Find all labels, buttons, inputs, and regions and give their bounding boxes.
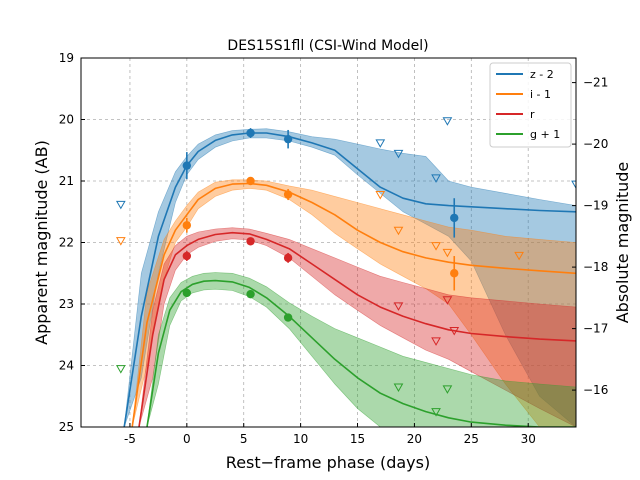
y2-axis-title: Absolute magnitude bbox=[613, 162, 632, 324]
upper-limit-z bbox=[115, 200, 126, 210]
legend-label-g: g + 1 bbox=[530, 128, 560, 141]
detection-g bbox=[283, 313, 293, 322]
upper-limit-z bbox=[393, 149, 404, 159]
detection-g bbox=[246, 289, 255, 299]
x-tick-label: 25 bbox=[464, 432, 479, 446]
y2-tick-label: −17 bbox=[583, 322, 608, 336]
y-axis-ticks: 19 20 21 22 23 24 25 bbox=[59, 51, 85, 434]
detection-g bbox=[182, 288, 192, 298]
upper-limit-z bbox=[431, 174, 441, 183]
model-uncertainty-bands bbox=[123, 128, 576, 427]
x-tick-label: 20 bbox=[407, 432, 422, 446]
legend-label-r: r bbox=[530, 108, 535, 121]
upper-limit-z bbox=[571, 180, 576, 190]
upper-limit-i bbox=[115, 237, 126, 246]
upper-limit-g bbox=[115, 365, 126, 374]
detection-z bbox=[450, 213, 459, 223]
y-tick-label: 21 bbox=[59, 174, 74, 188]
x-tick-label: 5 bbox=[240, 432, 248, 446]
band-z bbox=[123, 128, 576, 427]
upper-limit-z bbox=[375, 139, 386, 148]
upper-limit-r bbox=[431, 337, 441, 346]
x-tick-label: 15 bbox=[350, 432, 365, 446]
upper-limit-i bbox=[514, 251, 524, 261]
y-tick-label: 24 bbox=[59, 359, 74, 373]
x-tick-label: 0 bbox=[183, 432, 191, 446]
model-line-r bbox=[138, 231, 576, 427]
legend-label-i: i - 1 bbox=[530, 88, 551, 101]
upper-limit-g bbox=[442, 385, 453, 394]
detection-i bbox=[283, 190, 293, 199]
x-axis-ticks: -5 0 5 10 15 20 25 30 bbox=[124, 423, 536, 446]
upper-limit-i bbox=[393, 226, 404, 236]
detection-i bbox=[182, 221, 192, 230]
model-line-i bbox=[131, 182, 576, 427]
y2-tick-label: −16 bbox=[583, 383, 608, 397]
upper-limit-i bbox=[375, 191, 386, 200]
detection-i bbox=[450, 269, 459, 278]
upper-limit-i bbox=[431, 242, 441, 251]
upper-limit-r bbox=[449, 326, 460, 336]
upper-limit-r bbox=[442, 296, 453, 305]
band-r bbox=[138, 227, 576, 427]
upper-limit-z bbox=[442, 117, 453, 126]
upper-limit-g bbox=[393, 383, 404, 393]
legend-label-z: z - 2 bbox=[530, 68, 554, 81]
y-tick-label: 23 bbox=[59, 297, 74, 311]
y-tick-label: 20 bbox=[59, 113, 74, 127]
y2-axis-ticks: −16 −17 −18 −19 −20 −21 bbox=[572, 76, 608, 397]
y2-tick-label: −21 bbox=[583, 76, 608, 90]
model-line-z bbox=[123, 132, 576, 427]
chart-title: DES15S1fll (CSI-Wind Model) bbox=[227, 38, 428, 54]
y2-tick-label: −18 bbox=[583, 260, 608, 274]
x-tick-label: 30 bbox=[521, 432, 536, 446]
y-axis-title: Apparent magnitude (AB) bbox=[32, 140, 51, 345]
detection-r bbox=[182, 251, 192, 261]
detection-r bbox=[246, 237, 255, 246]
detection-z bbox=[283, 134, 293, 144]
detection-i bbox=[246, 176, 255, 186]
y-tick-label: 25 bbox=[59, 420, 74, 434]
detection-z bbox=[182, 161, 192, 170]
y-tick-label: 19 bbox=[59, 51, 74, 65]
x-axis-title: Rest−frame phase (days) bbox=[226, 453, 430, 472]
data-points bbox=[115, 117, 576, 417]
detection-z bbox=[246, 128, 255, 138]
model-line-g bbox=[146, 279, 576, 427]
upper-limit-i bbox=[442, 248, 453, 258]
upper-limit-r bbox=[393, 302, 404, 311]
x-tick-label: 10 bbox=[293, 432, 308, 446]
model-lines bbox=[123, 132, 576, 427]
x-tick-label: -5 bbox=[124, 432, 136, 446]
legend-box bbox=[489, 62, 572, 148]
band-g bbox=[146, 272, 576, 427]
y2-tick-label: −20 bbox=[583, 137, 608, 151]
detection-r bbox=[283, 253, 293, 263]
y2-tick-label: −19 bbox=[583, 199, 608, 213]
legend: z - 2 i - 1 r g + 1 bbox=[489, 62, 572, 148]
band-i bbox=[131, 179, 576, 427]
upper-limit-g bbox=[431, 408, 441, 417]
y-tick-label: 22 bbox=[59, 236, 74, 250]
